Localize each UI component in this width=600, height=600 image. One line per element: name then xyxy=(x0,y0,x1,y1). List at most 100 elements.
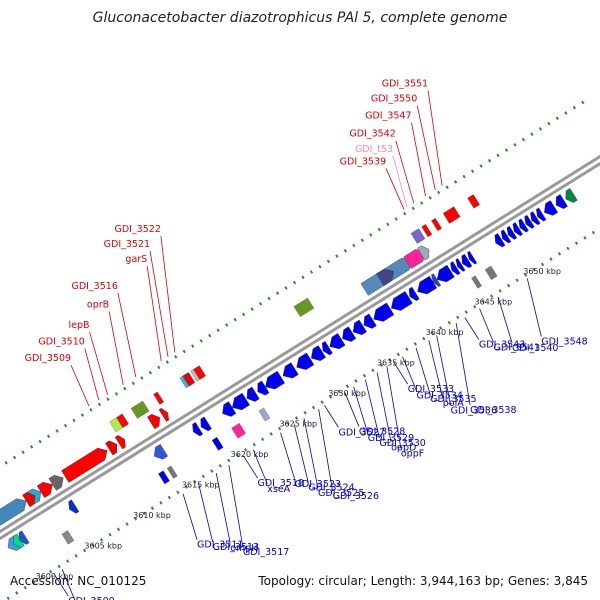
label-leader-line xyxy=(402,356,417,391)
gene-label: oppF xyxy=(401,448,424,459)
label-leader-line xyxy=(160,235,176,353)
genome-stats-text: Topology: circular; Length: 3,944,163 bp… xyxy=(258,574,588,588)
map-title: Gluconacetobacter diazotrophicus PAl 5, … xyxy=(92,10,508,26)
bottom-dotted-guide xyxy=(2,226,600,600)
gene-label: GDI_3524 xyxy=(308,482,354,493)
feature-block xyxy=(153,391,164,405)
gene-forward xyxy=(376,268,395,286)
gene-label: GDI_3525 xyxy=(318,488,364,499)
gene-label: GDI_3548 xyxy=(541,337,587,348)
label-leader-line xyxy=(215,472,231,544)
gene-label: GDI_3551 xyxy=(382,79,428,90)
feature-block xyxy=(410,228,426,244)
gene-labels: GDI_3509 GDI_3510 lepB oprB GDI_3516 garS GDI_… xyxy=(25,79,588,600)
gene-reverse xyxy=(450,261,461,276)
gene-label: polA xyxy=(443,398,464,409)
label-leader-line xyxy=(455,323,471,406)
gene-label: GDI_3511 xyxy=(197,540,243,551)
gene-label: GDI_t53 xyxy=(355,144,393,155)
gene-label: GDI_3527 xyxy=(338,427,384,438)
gene-reverse xyxy=(524,214,535,229)
gene-reverse xyxy=(200,416,212,432)
label-leader-line xyxy=(182,493,198,540)
gene-features xyxy=(0,188,578,551)
feature-block xyxy=(421,224,433,238)
gene-label: GDI_3550 xyxy=(371,94,417,105)
label-leader-line xyxy=(428,340,444,399)
kbp-tick-label: 3610 kbp xyxy=(133,511,171,520)
label-leader-line xyxy=(324,405,339,428)
gene-forward xyxy=(61,447,108,483)
kbp-tick-label: 3615 kbp xyxy=(182,480,220,489)
gene-label: lepB xyxy=(69,320,90,331)
gene-label: GDI_3529 xyxy=(368,433,414,444)
genome-backbone xyxy=(0,154,600,541)
gene-reverse xyxy=(321,341,333,356)
gene-reverse xyxy=(232,392,250,411)
accession-text: Accession: NC_010125 xyxy=(10,574,147,588)
gene-reverse xyxy=(352,319,367,336)
gene-reverse xyxy=(512,222,523,237)
gene-reverse xyxy=(373,302,395,322)
label-leader-line xyxy=(497,296,513,344)
label-leader-line xyxy=(393,361,409,385)
gene-label: GDI_3517 xyxy=(243,547,289,558)
gene-label: GDI_3521 xyxy=(104,239,150,250)
gene-label: oprB xyxy=(87,300,109,311)
label-leader-line xyxy=(228,465,244,548)
gene-reverse xyxy=(342,326,357,342)
feature-block xyxy=(158,470,170,485)
gene-forward xyxy=(105,440,118,456)
label-leader-line xyxy=(376,372,392,443)
gene-reverse xyxy=(544,200,559,216)
gene-label: GDI_3542 xyxy=(349,129,395,140)
label-leader-line xyxy=(353,386,369,434)
gene-reverse xyxy=(506,225,518,240)
gene-reverse xyxy=(13,533,25,549)
label-leader-line xyxy=(415,347,431,395)
gene-label: GDI_3538 xyxy=(470,405,516,416)
gene-reverse xyxy=(18,530,30,545)
gene-reverse xyxy=(311,345,326,361)
label-leader-line xyxy=(146,266,162,362)
gene-forward xyxy=(36,482,53,499)
label-leader-line xyxy=(395,140,415,204)
kbp-tick-label: 3650 kbp xyxy=(523,267,561,276)
gene-reverse xyxy=(417,275,438,295)
backbone-line-lower xyxy=(0,161,600,541)
feature-block xyxy=(61,530,75,545)
gene-reverse xyxy=(536,207,547,222)
gene-reverse xyxy=(408,286,420,301)
feature-block xyxy=(471,275,482,289)
feature-block xyxy=(442,206,461,224)
label-leader-line xyxy=(70,365,90,407)
label-leader-line xyxy=(108,311,124,385)
feature-block xyxy=(166,465,178,479)
gene-reverse xyxy=(494,233,506,248)
kbp-tick-label: 3640 kbp xyxy=(426,328,464,337)
gene-label: GDI_3528 xyxy=(359,427,405,438)
gene-label: GDI_3543 xyxy=(479,340,525,351)
gene-label: GDI_3523 xyxy=(295,479,341,490)
gene-label: GDI_3541 xyxy=(494,342,540,353)
feature-block xyxy=(193,365,206,380)
feature-block xyxy=(484,265,498,281)
dotted-guides xyxy=(0,100,600,600)
gene-label: GDI_3547 xyxy=(365,111,411,122)
gene-reverse xyxy=(431,273,442,287)
label-leader-line xyxy=(479,308,494,343)
top-dotted-guide xyxy=(0,100,585,469)
gene-reverse xyxy=(257,380,270,396)
label-leader-line xyxy=(464,317,480,340)
feature-block xyxy=(130,400,150,419)
kbp-ticks: 3600 kbp 3605 kbp 3610 kbp 3615 kbp 3620 kbp… xyxy=(36,267,561,581)
feature-block xyxy=(231,422,246,439)
label-leader-line xyxy=(386,366,402,449)
gene-label: GDI_3526 xyxy=(333,491,379,502)
gene-label: GDI_3513 xyxy=(213,542,259,553)
gene-reverse xyxy=(68,499,80,514)
feature-block xyxy=(116,413,129,428)
label-leader-line xyxy=(117,292,137,378)
kbp-tick-label: 3630 kbp xyxy=(328,389,366,398)
